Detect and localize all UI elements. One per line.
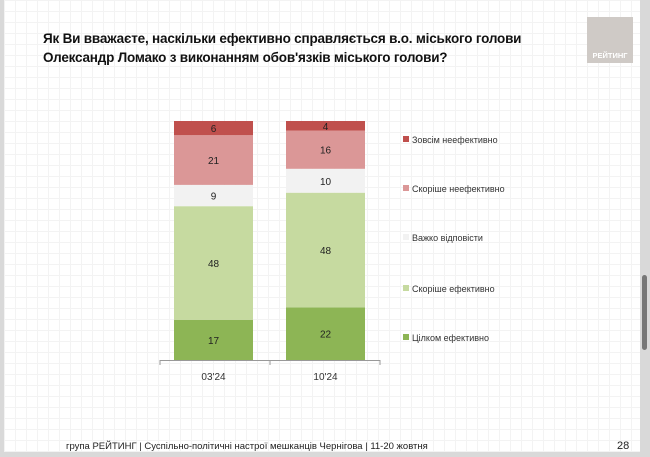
data-label: 48 <box>320 246 332 257</box>
data-label: 6 <box>211 124 217 135</box>
footer-text: група РЕЙТИНГ | Суспільно-політичні наст… <box>66 441 428 452</box>
legend-label: Важко відповісти <box>412 233 483 243</box>
bar-segment <box>174 121 253 136</box>
bar-segment <box>286 130 365 169</box>
data-label: 21 <box>208 156 220 167</box>
bar-segment <box>286 121 365 131</box>
legend-label: Скоріше ефективно <box>412 284 495 294</box>
data-label: 9 <box>211 192 217 203</box>
legend-label: Цілком ефективно <box>412 333 489 343</box>
legend-swatch <box>403 334 409 340</box>
data-label: 17 <box>208 336 220 347</box>
bar-segment <box>174 206 253 320</box>
legend-swatch <box>403 234 409 240</box>
data-label: 48 <box>208 259 220 270</box>
legend-label: Зовсім неефективно <box>412 135 498 145</box>
bar-segment <box>286 168 365 193</box>
data-label: 10 <box>320 177 332 188</box>
rating-logo: РЕЙТИНГ <box>587 17 633 63</box>
legend-swatch <box>403 285 409 291</box>
data-label: 22 <box>320 330 332 341</box>
legend-swatch <box>403 136 409 142</box>
bar-segment <box>174 184 253 207</box>
bar-segment <box>174 319 253 360</box>
page-number: 28 <box>617 440 630 452</box>
data-label: 4 <box>323 122 329 133</box>
legend-label: Скоріше неефективно <box>412 184 505 194</box>
page-title: Як Ви вважаєте, наскільки ефективно спра… <box>43 31 522 65</box>
bar-segment <box>286 192 365 308</box>
bar-segment <box>286 307 365 360</box>
bar-segment <box>174 135 253 185</box>
legend-swatch <box>403 185 409 191</box>
data-label: 16 <box>320 146 332 157</box>
x-tick-label: 10'24 <box>313 372 338 383</box>
scrollbar[interactable] <box>642 275 647 350</box>
x-tick-label: 03'24 <box>201 372 226 383</box>
